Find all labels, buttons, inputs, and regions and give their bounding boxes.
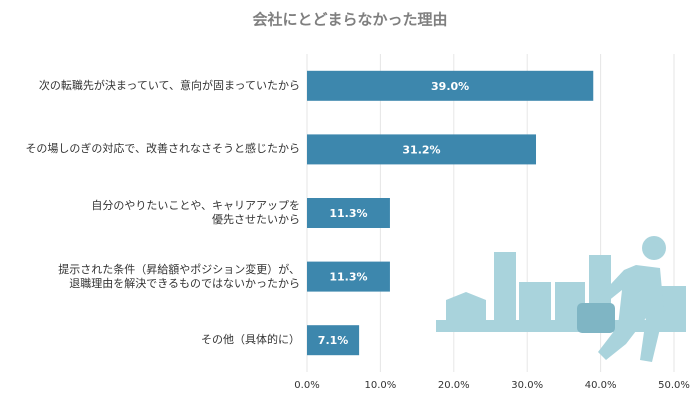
category-label: その場しのぎの対応で、改善されなさそうと感じたから [25, 142, 300, 156]
x-tick-label: 10.0% [365, 380, 397, 391]
chart-title: 会社にとどまらなかった理由 [252, 11, 447, 29]
category-label: 次の転職先が決まっていて、意向が固まっていたから [38, 78, 300, 92]
illustration [436, 236, 686, 362]
bar [307, 198, 390, 228]
bar [307, 70, 594, 101]
value-label: 7.1% [318, 334, 349, 347]
bar [307, 325, 360, 356]
category-label: 自分のやりたいことや、キャリアアップを 優先させたいから [91, 199, 300, 226]
value-label: 39.0% [431, 80, 469, 93]
x-tick-label: 30.0% [511, 380, 543, 391]
category-label: その他（具体的に） [201, 333, 300, 347]
value-label: 31.2% [402, 143, 440, 156]
category-label: 提示された条件（昇給額やポジション変更）が、 退職理由を解決できるものではないか… [58, 262, 300, 290]
value-label: 11.3% [329, 207, 367, 220]
value-label: 11.3% [329, 271, 367, 284]
bar [307, 134, 537, 165]
x-tick-label: 50.0% [658, 380, 690, 391]
x-tick-label: 40.0% [585, 380, 617, 391]
bar [307, 261, 390, 292]
x-tick-label: 0.0% [294, 380, 319, 391]
grid [306, 54, 675, 372]
x-tick-label: 20.0% [438, 380, 470, 391]
